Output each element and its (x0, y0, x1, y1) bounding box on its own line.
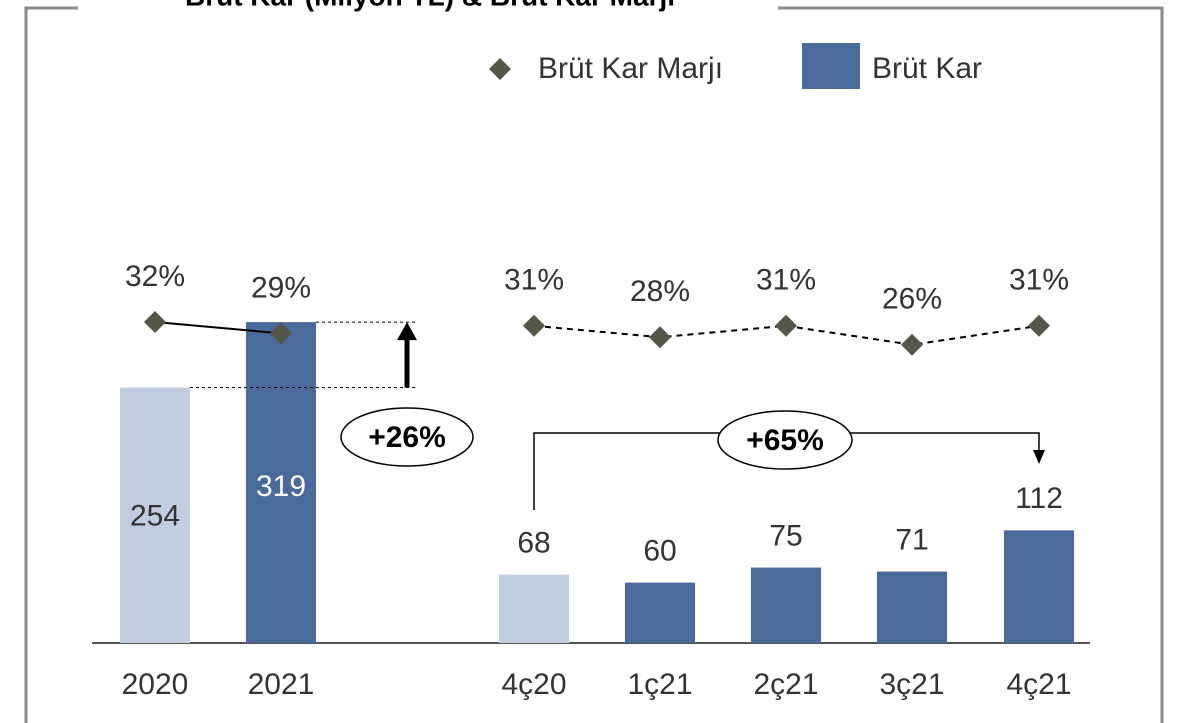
margin-label: 26% (882, 283, 942, 316)
x-tick-label: 4ç20 (501, 668, 566, 701)
bar (625, 582, 695, 643)
margin-label: 32% (125, 260, 185, 293)
margin-marker (1028, 314, 1050, 337)
data-label: 75 (769, 519, 802, 552)
margin-label: 31% (1009, 264, 1069, 297)
bar (246, 322, 316, 643)
bar (1004, 530, 1074, 643)
arrow-head (1033, 450, 1045, 464)
data-label: 68 (517, 527, 550, 560)
legend-label: Brüt Kar Marjı (538, 52, 723, 85)
margin-label: 28% (630, 275, 690, 308)
chart-title: Brüt Kar (Milyon TL) & Brüt Kar Marjı (185, 0, 675, 11)
margin-line (154, 321, 282, 335)
margin-label: 29% (251, 271, 311, 304)
bar (499, 574, 569, 643)
x-tick-label: 3ç21 (879, 668, 944, 701)
bar (751, 567, 821, 643)
data-label: 60 (643, 535, 676, 568)
margin-label: 31% (504, 264, 564, 297)
x-tick-label: 4ç21 (1006, 668, 1071, 701)
margin-marker (523, 314, 545, 337)
legend-marker (489, 58, 511, 80)
legend-marker (802, 43, 860, 89)
annotation-ellipse (717, 410, 853, 470)
arrow-head (397, 322, 417, 341)
data-label: 71 (895, 523, 928, 556)
annotation: +65% (746, 424, 824, 457)
data-label: 254 (130, 499, 180, 532)
bar (120, 387, 190, 643)
legend-label: Brüt Kar (872, 52, 982, 85)
margin-marker (901, 333, 923, 356)
margin-marker (775, 314, 797, 337)
bar (877, 571, 947, 643)
x-tick-label: 2021 (248, 668, 315, 701)
title-background (78, 0, 778, 18)
x-tick-label: 2ç21 (753, 668, 818, 701)
x-tick-label: 1ç21 (627, 668, 692, 701)
frame (24, 6, 1164, 723)
margin-marker (649, 326, 671, 349)
annotation: +26% (368, 421, 446, 454)
x-tick-label: 2020 (122, 668, 189, 701)
data-label: 319 (256, 470, 306, 503)
annotation-ellipse (340, 407, 474, 467)
margin-marker (270, 322, 292, 345)
data-label: 112 (1015, 482, 1063, 515)
margin-marker (144, 311, 166, 333)
margin-label: 31% (756, 264, 816, 297)
